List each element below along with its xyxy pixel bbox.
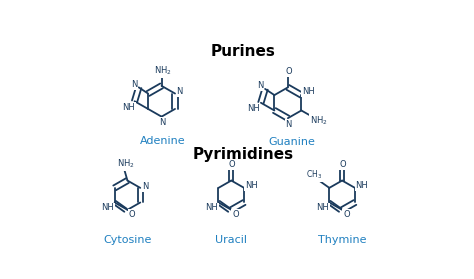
Text: NH: NH (247, 104, 260, 114)
Text: Guanine: Guanine (268, 138, 315, 147)
Text: Cytosine: Cytosine (103, 235, 152, 245)
Text: Purines: Purines (210, 44, 275, 59)
Text: N: N (159, 118, 165, 127)
Text: O: O (232, 210, 239, 219)
Text: N: N (131, 80, 137, 89)
Text: O: O (343, 210, 350, 219)
Text: NH: NH (122, 103, 135, 112)
Text: NH: NH (101, 203, 114, 212)
Text: Adenine: Adenine (140, 136, 186, 146)
Text: CH$_3$: CH$_3$ (306, 169, 322, 181)
Text: N: N (176, 87, 183, 96)
Text: O: O (285, 67, 292, 76)
Text: Pyrimidines: Pyrimidines (192, 147, 293, 162)
Text: NH: NH (356, 181, 368, 190)
Text: NH$_2$: NH$_2$ (155, 64, 172, 77)
Text: Thymine: Thymine (318, 235, 366, 245)
Text: NH$_2$: NH$_2$ (310, 114, 327, 127)
Text: NH: NH (302, 88, 315, 97)
Text: NH: NH (316, 203, 328, 212)
Text: O: O (339, 160, 346, 169)
Text: Uracil: Uracil (215, 235, 247, 245)
Text: NH$_2$: NH$_2$ (117, 157, 135, 170)
Text: O: O (229, 160, 236, 169)
Text: N: N (143, 182, 149, 191)
Text: NH: NH (205, 203, 218, 212)
Text: N: N (257, 81, 264, 90)
Text: NH: NH (245, 181, 257, 190)
Text: O: O (128, 210, 135, 219)
Text: N: N (285, 120, 292, 129)
